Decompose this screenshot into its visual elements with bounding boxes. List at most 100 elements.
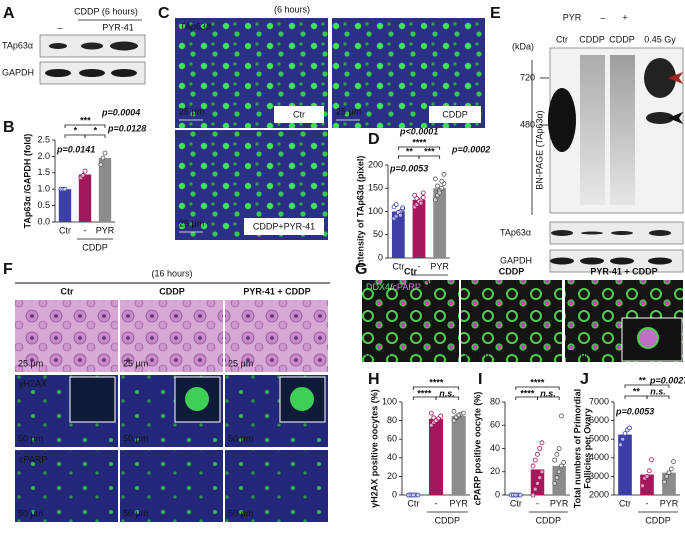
panel-letter: H [368,371,380,388]
scale-bar-label: 50 μm [365,348,390,358]
data-point [398,212,403,218]
data-point [556,446,562,451]
data-point [664,473,670,479]
x-tick-label: Ctr [619,498,631,508]
scale-bar-label: 25 μm [228,358,253,368]
lane-label: CDDP [609,34,635,44]
annotation: p=0.0004 [101,107,140,117]
annotation: p<0.0001 [399,126,438,136]
arrowhead [668,112,683,124]
stain-text: / [390,282,393,292]
y-axis-label: Total numbers of Primordial [572,389,582,508]
y-tick-label: 2000 [589,489,609,499]
row-label: TAp63α [2,40,33,50]
row-label: GAPDH [500,255,532,265]
time-label: (16 hours) [151,268,192,278]
scale-bar-label: 50 μm [123,508,148,518]
x-tick-label: - [435,498,438,508]
bar [433,188,447,258]
annotation: **** [417,388,432,398]
bar [428,418,444,495]
group-label: CDDP [536,515,562,525]
y-tick-label: 0 [495,489,500,499]
condition-label: Ctr [293,109,305,119]
y-axis-label: cPARP positive oocyte (%) [472,392,482,506]
annotation: n.s. [540,388,556,398]
x-tick-label: Ctr [59,225,71,235]
y-tick-label: 60 [387,434,397,444]
panel-letter: I [478,371,482,388]
panel-letter: C [158,5,170,22]
significance-bracket [412,386,460,390]
lane-label: PYR-41 [102,22,134,32]
significance-bracket [397,155,420,159]
x-tick-label: Ctr [510,498,522,508]
stain-text: DDX4 [366,282,390,292]
y-tick-label: 150 [368,183,383,193]
data-point [662,479,667,485]
condition-label: Ctr [61,286,74,296]
scale-bar-label: 25 μm [336,106,361,116]
stain-label: TAp63α [180,21,211,31]
panel-letter: E [490,5,501,22]
micrograph [120,450,223,522]
data-point [439,185,445,191]
data-point [412,192,418,198]
data-point [80,173,86,178]
y-tick-label: 40 [387,452,397,462]
gel-label: BN-PAGE (TAp63α) [534,110,544,189]
x-tick-label: Ctr [392,261,404,271]
data-point [451,408,457,414]
data-point [432,197,438,203]
scale-bar-label: 50 μm [18,433,43,443]
significance-bracket [84,134,106,138]
time-label: (6 hours) [274,4,310,14]
bar [58,189,72,222]
annotation: * [73,125,77,135]
y-tick-label: 20 [490,466,500,476]
data-point [537,475,543,480]
data-point [552,457,558,463]
annotation: n.s. [650,386,666,396]
y-tick-label: 50 [373,229,383,239]
x-tick-label: PYR [660,498,679,508]
x-tick-label: - [536,498,539,508]
y-tick-label: 20 [387,471,397,481]
scale-bar-label: 25 μm [18,358,43,368]
x-tick-label: - [646,498,649,508]
y-tick-label: 3000 [589,471,609,481]
data-point [432,176,438,182]
significance-bracket [624,384,670,388]
data-point [532,486,538,492]
data-point [82,168,88,174]
data-point [439,178,445,184]
data-point [98,162,104,168]
lane-label: 0.45 Gy [644,34,676,44]
y-tick-label: 7000 [589,396,609,406]
band [646,112,674,124]
y-tick-label: 5000 [589,434,609,444]
data-point [530,492,536,498]
group-label: CDDP [82,242,108,252]
significance-bracket [418,155,441,159]
y-tick-label: 40 [490,443,500,453]
data-point [620,436,626,442]
row-label: TAp63α [500,227,531,237]
significance-bracket [537,396,560,400]
data-point [393,202,399,207]
data-point [415,492,421,498]
data-point [627,425,632,431]
unit-label: (kDa) [512,41,534,51]
annotation: **** [530,377,545,387]
panel-letter: B [3,119,15,136]
group-label: CDDP [645,515,671,525]
data-point [418,200,424,206]
data-point [671,459,676,464]
bar [552,465,566,495]
annotation: p=0.0053 [389,163,428,173]
micrograph [225,300,328,372]
data-point [622,431,628,437]
x-tick-label: PYR [550,498,569,508]
band [45,69,71,77]
